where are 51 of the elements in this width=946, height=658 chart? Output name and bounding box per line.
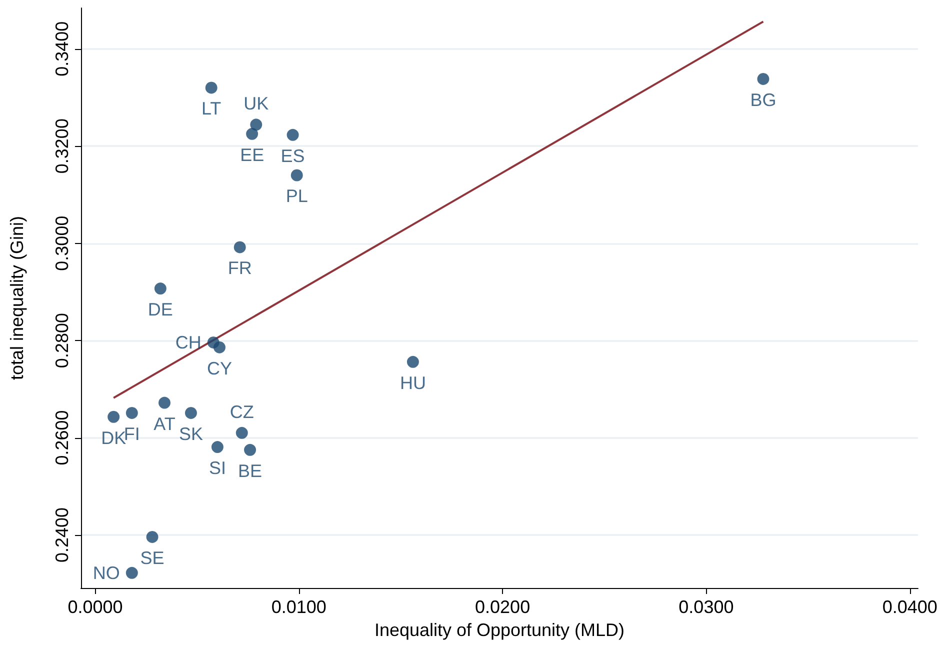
y-tick-label: 0.2800 [52, 313, 72, 368]
data-label: AT [154, 414, 176, 434]
point [246, 128, 258, 140]
data-label: NO [92, 562, 120, 583]
y-tick-label: 0.3200 [52, 118, 72, 174]
data-label: SK [178, 424, 203, 444]
point [126, 406, 138, 419]
point [234, 241, 246, 254]
data-label: FR [228, 258, 252, 278]
data-label: LT [202, 98, 222, 119]
x-tick-label: 0.0200 [475, 597, 530, 617]
point [184, 406, 197, 419]
data-label: CH [175, 332, 202, 352]
y-tick-label: 0.3000 [52, 216, 72, 271]
data-label: HU [400, 372, 426, 393]
point [211, 441, 224, 454]
point [250, 118, 262, 131]
point [757, 72, 770, 85]
data-label: EE [240, 144, 264, 165]
data-label: CY [206, 358, 232, 378]
point [205, 82, 218, 94]
x-tick-label: 0.0400 [882, 597, 938, 617]
data-label: SI [208, 458, 226, 478]
point [236, 426, 248, 439]
x-axis-title: Inequality of Opportunity (MLD) [374, 620, 625, 640]
point [290, 169, 303, 182]
point [146, 530, 158, 543]
x-tick-label: 0.0000 [68, 597, 123, 617]
y-tick-label: 0.2600 [52, 410, 72, 466]
data-label: PL [286, 186, 308, 206]
point [126, 566, 138, 579]
data-label: ES [280, 146, 305, 166]
y-tick-label: 0.3400 [52, 21, 72, 76]
point [158, 396, 170, 409]
data-label: UK [244, 94, 269, 114]
point [244, 444, 256, 456]
point [213, 341, 226, 354]
data-label: CZ [230, 402, 254, 422]
x-tick-label: 0.0300 [678, 597, 734, 617]
data-label: BE [238, 460, 262, 481]
point [286, 128, 299, 141]
point [154, 282, 166, 295]
y-axis-title: total inequality (Gini) [7, 216, 27, 380]
data-label: DE [148, 300, 173, 320]
point [406, 356, 419, 368]
data-label: SE [140, 548, 164, 568]
y-tick-label: 0.2400 [52, 507, 72, 563]
point [108, 410, 120, 423]
x-tick-label: 0.0100 [271, 597, 326, 617]
data-label: DK [101, 428, 126, 448]
data-label: BG [750, 90, 776, 110]
